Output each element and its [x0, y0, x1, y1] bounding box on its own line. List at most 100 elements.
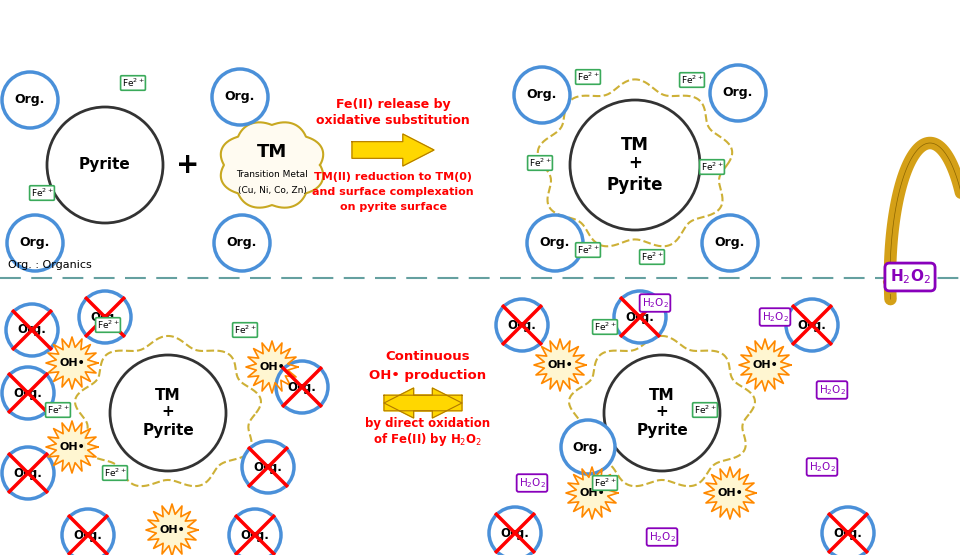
Text: Org.: Org.: [225, 90, 255, 103]
Text: TM: TM: [621, 136, 649, 154]
Text: Org.: Org.: [573, 441, 603, 453]
Text: Org.: Org.: [527, 88, 557, 102]
Polygon shape: [246, 341, 298, 393]
Text: TM: TM: [649, 387, 675, 402]
Circle shape: [212, 69, 268, 125]
Text: Org.: Org.: [14, 93, 45, 107]
Text: Org.: Org.: [833, 527, 862, 539]
Circle shape: [604, 355, 720, 471]
Text: Pyrite: Pyrite: [607, 176, 663, 194]
Circle shape: [570, 100, 700, 230]
Text: oxidative substitution: oxidative substitution: [316, 114, 469, 128]
Circle shape: [79, 291, 131, 343]
Text: (Cu, Ni, Co, Zn): (Cu, Ni, Co, Zn): [237, 186, 306, 195]
Text: TM: TM: [156, 387, 180, 402]
Text: Org.: Org.: [227, 236, 257, 250]
Circle shape: [110, 355, 226, 471]
Circle shape: [229, 509, 281, 555]
Text: Org. : Organics: Org. : Organics: [8, 260, 92, 270]
Text: Org.: Org.: [13, 386, 42, 400]
Polygon shape: [352, 134, 434, 166]
Text: Fe$^{2+}$: Fe$^{2+}$: [47, 404, 69, 416]
Text: TM(II) reduction to TM(0): TM(II) reduction to TM(0): [314, 172, 472, 182]
Text: Fe$^{2+}$: Fe$^{2+}$: [529, 157, 551, 169]
Text: by direct oxidation: by direct oxidation: [366, 416, 491, 430]
Text: and surface complexation: and surface complexation: [312, 187, 474, 197]
Text: H$_2$O$_2$: H$_2$O$_2$: [518, 476, 545, 490]
Polygon shape: [534, 339, 586, 391]
Text: Fe$^{2+}$: Fe$^{2+}$: [593, 477, 616, 489]
Circle shape: [47, 107, 163, 223]
Circle shape: [514, 67, 570, 123]
Circle shape: [214, 215, 270, 271]
Text: Fe$^{2+}$: Fe$^{2+}$: [233, 324, 256, 336]
Text: OH•: OH•: [159, 525, 185, 535]
Text: H$_2$O$_2$: H$_2$O$_2$: [808, 460, 835, 474]
Text: +: +: [161, 405, 175, 420]
Text: Org.: Org.: [508, 319, 537, 331]
Text: Org.: Org.: [74, 528, 103, 542]
Text: OH•: OH•: [60, 358, 84, 368]
Text: OH•: OH•: [717, 488, 743, 498]
Text: Fe$^{2+}$: Fe$^{2+}$: [694, 404, 716, 416]
Polygon shape: [384, 388, 462, 418]
Text: Fe$^{2+}$: Fe$^{2+}$: [593, 321, 616, 333]
Circle shape: [489, 507, 541, 555]
Circle shape: [822, 507, 874, 555]
Polygon shape: [221, 122, 324, 208]
Text: Org.: Org.: [253, 461, 282, 473]
Circle shape: [614, 291, 666, 343]
Text: H$_2$O$_2$: H$_2$O$_2$: [761, 310, 788, 324]
Polygon shape: [704, 467, 756, 519]
Text: +: +: [628, 154, 642, 172]
Polygon shape: [566, 467, 618, 519]
Text: H$_2$O$_2$: H$_2$O$_2$: [641, 296, 668, 310]
Text: Org.: Org.: [288, 381, 317, 393]
Text: Org.: Org.: [723, 87, 754, 99]
Text: OH• production: OH• production: [370, 369, 487, 381]
Text: on pyrite surface: on pyrite surface: [340, 202, 446, 212]
Polygon shape: [739, 339, 791, 391]
Text: Org.: Org.: [798, 319, 827, 331]
Circle shape: [710, 65, 766, 121]
Text: Org.: Org.: [715, 236, 745, 250]
Polygon shape: [46, 421, 98, 473]
Text: Fe$^{2+}$: Fe$^{2+}$: [31, 187, 54, 199]
Text: Org.: Org.: [13, 467, 42, 480]
Text: Fe(II) release by: Fe(II) release by: [336, 98, 450, 112]
Circle shape: [561, 420, 615, 474]
Text: Org.: Org.: [540, 236, 570, 250]
Text: H$_2$O$_2$: H$_2$O$_2$: [890, 268, 930, 286]
Circle shape: [242, 441, 294, 493]
Text: Pyrite: Pyrite: [142, 423, 194, 438]
Text: Fe$^{2+}$: Fe$^{2+}$: [122, 77, 144, 89]
Text: Fe$^{2+}$: Fe$^{2+}$: [97, 319, 119, 331]
Circle shape: [527, 215, 583, 271]
Circle shape: [496, 299, 548, 351]
Polygon shape: [146, 504, 198, 555]
Circle shape: [702, 215, 758, 271]
Polygon shape: [46, 337, 98, 389]
Text: Continuous: Continuous: [386, 351, 470, 364]
Text: OH•: OH•: [60, 442, 84, 452]
Text: Pyrite: Pyrite: [79, 158, 131, 173]
Text: OH•: OH•: [259, 362, 285, 372]
Text: Org.: Org.: [500, 527, 529, 539]
Circle shape: [7, 215, 63, 271]
Text: TM: TM: [257, 143, 287, 161]
Text: Transition Metal: Transition Metal: [236, 170, 308, 179]
Text: OH•: OH•: [579, 488, 605, 498]
Text: Org.: Org.: [17, 324, 46, 336]
Text: Org.: Org.: [20, 236, 50, 250]
Circle shape: [276, 361, 328, 413]
Polygon shape: [384, 388, 462, 418]
Text: OH•: OH•: [752, 360, 778, 370]
Circle shape: [786, 299, 838, 351]
Circle shape: [2, 447, 54, 499]
Text: Pyrite: Pyrite: [636, 423, 688, 438]
Text: Fe$^{2+}$: Fe$^{2+}$: [104, 467, 127, 479]
Text: +: +: [656, 405, 668, 420]
Text: Fe$^{2+}$: Fe$^{2+}$: [701, 161, 723, 173]
Circle shape: [2, 367, 54, 419]
Text: Fe$^{2+}$: Fe$^{2+}$: [681, 74, 704, 86]
